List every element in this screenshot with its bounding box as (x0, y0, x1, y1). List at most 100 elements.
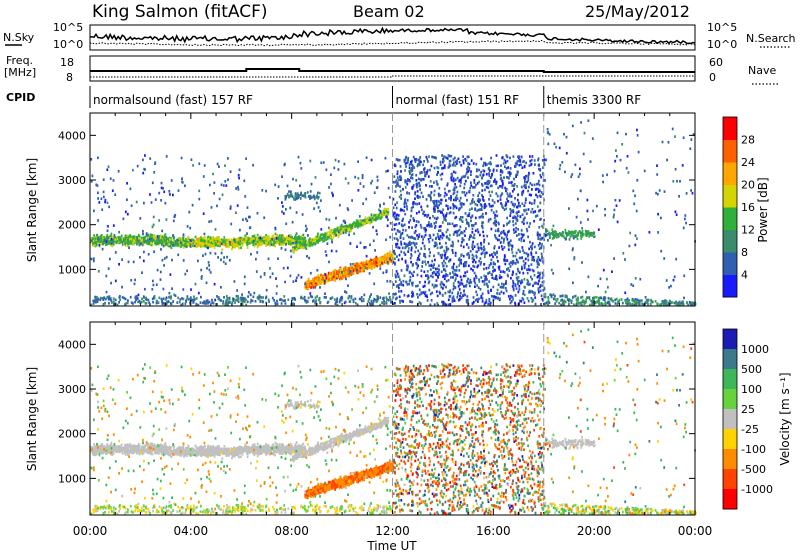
power-cell (321, 277, 324, 281)
power-cell (501, 170, 503, 173)
power-cell (332, 236, 335, 239)
power-cell (445, 257, 448, 260)
power-cell (162, 287, 165, 291)
power-cell (291, 249, 294, 253)
power-cell (416, 202, 419, 206)
power-cell (488, 302, 491, 306)
power-cell (451, 266, 454, 269)
power-cell (472, 240, 474, 244)
power-cell (289, 249, 292, 253)
power-cell (200, 238, 203, 241)
power-cell (114, 193, 117, 196)
power-cell (477, 175, 479, 179)
power-cell (214, 228, 217, 231)
power-cell (137, 293, 140, 297)
power-cell (338, 270, 340, 274)
power-cell (517, 210, 520, 213)
power-cell (461, 282, 464, 286)
power-cell (374, 214, 377, 217)
power-cell (211, 301, 214, 304)
power-cell (521, 220, 524, 224)
power-cell (337, 168, 340, 171)
power-cell (427, 275, 430, 279)
power-cell (518, 271, 521, 274)
power-cell (354, 262, 357, 266)
power-cell (105, 290, 108, 294)
power-cell (336, 226, 339, 230)
power-cell (181, 241, 183, 244)
power-cell (433, 181, 435, 184)
power-cell (318, 298, 320, 302)
power-cell (342, 274, 345, 278)
power-cell (323, 282, 326, 285)
power-cell (245, 303, 248, 307)
power-cell (298, 235, 300, 238)
power-cell (507, 248, 510, 251)
power-cell (370, 299, 373, 303)
power-cell (462, 155, 464, 158)
power-cell (398, 278, 401, 281)
power-cell (508, 220, 511, 223)
power-cell (193, 244, 196, 248)
power-cell (502, 286, 505, 289)
nsky-trace (90, 26, 696, 45)
power-cell (302, 245, 305, 249)
power-cell (328, 278, 330, 281)
power-cell (443, 218, 446, 221)
power-cell (540, 244, 543, 248)
power-cell (102, 298, 105, 301)
power-cell (388, 256, 390, 259)
power-cell (376, 179, 379, 182)
power-cell (160, 181, 163, 185)
power-cell (338, 228, 340, 232)
power-cell (462, 175, 465, 178)
power-cell (415, 173, 418, 177)
power-cell (431, 238, 434, 242)
power-cell (420, 226, 423, 229)
power-cell (472, 162, 475, 165)
power-cell (237, 297, 240, 300)
power-cell (339, 298, 342, 301)
power-cell (208, 264, 210, 267)
power-cell (396, 296, 398, 300)
power-cell (300, 191, 302, 195)
power-cell (369, 295, 371, 298)
power-cell (412, 155, 415, 159)
power-cell (224, 262, 227, 265)
power-cell (395, 232, 397, 236)
power-cell (162, 244, 165, 248)
power-cell (515, 276, 518, 280)
power-cell (110, 243, 112, 247)
power-cell (458, 264, 461, 267)
power-cell (501, 236, 503, 240)
power-cell (392, 296, 395, 299)
power-cell (165, 240, 167, 243)
power-cell (436, 271, 439, 274)
power-cell (540, 252, 543, 256)
power-cell (121, 296, 124, 299)
power-cell (346, 207, 349, 210)
power-cell (435, 201, 438, 205)
power-cell (452, 188, 455, 192)
power-cell (365, 254, 368, 258)
power-cell (340, 230, 343, 233)
power-cell (523, 263, 526, 267)
power-cell (401, 208, 404, 212)
power-cell (261, 237, 264, 240)
power-cell (128, 235, 130, 239)
power-cell (385, 207, 388, 211)
power-cell (295, 240, 298, 244)
power-cell (523, 164, 526, 168)
power-cell (205, 299, 208, 303)
power-cell (356, 303, 359, 306)
power-cell (213, 242, 216, 245)
power-cell (367, 260, 369, 264)
power-cell (376, 294, 379, 298)
power-cell (426, 157, 429, 161)
power-cell (488, 299, 491, 303)
power-cell (201, 301, 204, 305)
power-cell (507, 295, 510, 298)
power-cell (318, 239, 321, 242)
power-cell (515, 226, 517, 230)
power-cell (118, 301, 120, 304)
